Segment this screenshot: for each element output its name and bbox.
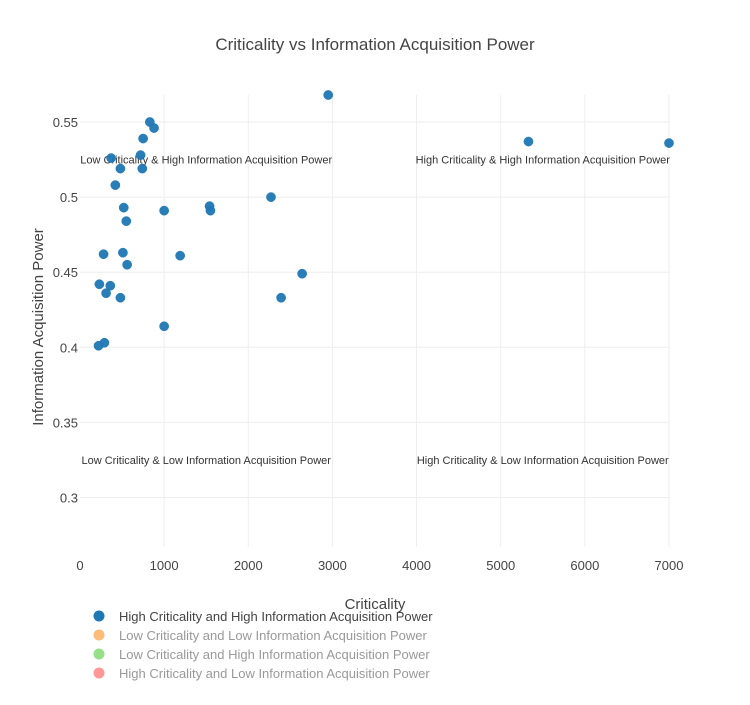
scatter-point[interactable] xyxy=(106,153,116,163)
scatter-point[interactable] xyxy=(159,205,169,216)
scatter-point[interactable] xyxy=(121,216,132,226)
x-tick-label: 1000 xyxy=(150,558,179,573)
x-tick-label: 5000 xyxy=(486,558,515,573)
scatter-point[interactable] xyxy=(93,340,104,351)
scatter-point[interactable] xyxy=(98,249,109,260)
scatter-point[interactable] xyxy=(323,90,334,100)
y-axis-ticks: 0.3 0.35 0.4 0.45 0.5 0.55 xyxy=(53,115,78,505)
y-tick-label: 0.45 xyxy=(53,265,78,280)
scatter-point[interactable] xyxy=(276,292,286,303)
legend-marker xyxy=(93,667,105,679)
legend-item[interactable]: Low Criticality and Low Information Acqu… xyxy=(93,628,428,643)
data-points xyxy=(93,90,674,351)
scatter-point[interactable] xyxy=(159,321,169,332)
grid-lines xyxy=(80,95,670,547)
legend-label: Low Criticality and High Information Acq… xyxy=(119,647,430,662)
x-tick-label: 4000 xyxy=(402,558,431,573)
legend-item[interactable]: Low Criticality and High Information Acq… xyxy=(93,647,431,662)
y-tick-label: 0.3 xyxy=(60,490,78,505)
legend-marker xyxy=(93,629,105,641)
x-axis-ticks: 0 1000 2000 3000 4000 5000 6000 7000 xyxy=(76,558,683,573)
scatter-point[interactable] xyxy=(105,280,116,291)
scatter-point[interactable] xyxy=(122,259,132,270)
y-tick-label: 0.4 xyxy=(60,340,78,355)
legend-marker xyxy=(93,610,105,622)
quadrant-annotation: Low Criticality & Low Information Acquis… xyxy=(81,455,331,467)
scatter-point[interactable] xyxy=(101,288,111,299)
scatter-point[interactable] xyxy=(118,202,129,213)
y-tick-label: 0.55 xyxy=(53,115,78,130)
x-tick-label: 0 xyxy=(76,558,83,573)
scatter-point[interactable] xyxy=(115,163,126,174)
legend-label: High Criticality and Low Information Acq… xyxy=(119,666,430,681)
x-axis-label: Criticality xyxy=(345,596,406,613)
scatter-point[interactable] xyxy=(266,192,276,202)
legend-item[interactable]: High Criticality and Low Information Acq… xyxy=(93,666,431,681)
scatter-point[interactable] xyxy=(297,268,307,279)
quadrant-annotation: High Criticality & Low Information Acqui… xyxy=(417,455,669,467)
y-axis-label: Information Acquisition Power xyxy=(30,228,47,426)
x-tick-label: 7000 xyxy=(655,558,684,573)
legend: High Criticality and High Information Ac… xyxy=(93,609,434,681)
scatter-point[interactable] xyxy=(205,205,216,216)
scatter-point[interactable] xyxy=(175,250,185,261)
legend-marker xyxy=(93,648,105,660)
x-tick-label: 2000 xyxy=(234,558,263,573)
y-tick-label: 0.35 xyxy=(53,415,78,430)
scatter-point[interactable] xyxy=(149,123,159,133)
quadrant-annotations: Low Criticality & High Information Acqui… xyxy=(80,155,670,467)
y-tick-label: 0.5 xyxy=(60,190,78,205)
scatter-point[interactable] xyxy=(138,133,148,144)
scatter-point[interactable] xyxy=(110,180,121,190)
quadrant-annotation: High Criticality & High Information Acqu… xyxy=(416,155,671,167)
x-tick-label: 6000 xyxy=(570,558,599,573)
scatter-point[interactable] xyxy=(115,292,126,303)
scatter-point[interactable] xyxy=(135,150,146,160)
x-tick-label: 3000 xyxy=(318,558,347,573)
scatter-point[interactable] xyxy=(137,163,148,174)
legend-label: High Criticality and High Information Ac… xyxy=(119,609,433,624)
legend-item[interactable]: High Criticality and High Information Ac… xyxy=(93,609,434,624)
legend-label: Low Criticality and Low Information Acqu… xyxy=(119,628,427,643)
scatter-point[interactable] xyxy=(94,279,105,290)
scatter-point[interactable] xyxy=(523,136,534,147)
scatter-point[interactable] xyxy=(664,138,674,148)
scatter-point[interactable] xyxy=(118,247,128,258)
chart-title: Criticality vs Information Acquisition P… xyxy=(215,35,535,54)
